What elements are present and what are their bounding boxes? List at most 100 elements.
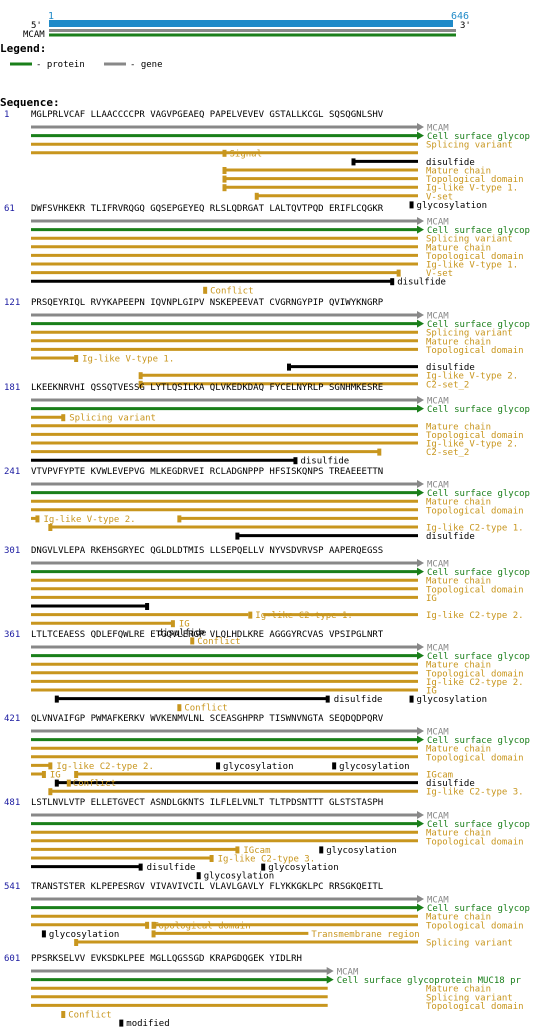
feature-label: Ig-like V-type 2. bbox=[426, 440, 518, 450]
feature-label: disulfide bbox=[147, 863, 196, 873]
legend-heading: Legend: bbox=[0, 42, 47, 55]
feature-end-mark bbox=[35, 515, 40, 523]
overview-start-label: 1 bbox=[48, 11, 54, 22]
feature-start-mark bbox=[351, 158, 356, 166]
feature-label: Splicing variant bbox=[69, 414, 156, 424]
marker-label: modified bbox=[126, 1019, 169, 1028]
feature-label: Mature chain bbox=[426, 745, 491, 755]
sequence-position-number: 1 bbox=[4, 110, 9, 120]
feature-start-mark bbox=[54, 779, 59, 787]
feature-label: Topological domain bbox=[426, 585, 524, 595]
feature-label: Mature chain bbox=[426, 337, 491, 347]
sequence-position-number: 61 bbox=[4, 204, 15, 214]
marker-square[interactable] bbox=[177, 704, 182, 712]
sequence-position-number: 541 bbox=[4, 882, 20, 892]
marker-square[interactable] bbox=[319, 846, 324, 854]
feature-label: Mature chain bbox=[426, 913, 491, 923]
feature-start-mark bbox=[138, 372, 143, 380]
marker-square[interactable] bbox=[203, 286, 208, 294]
feature-label: V-set bbox=[426, 269, 453, 279]
feature-end-mark bbox=[377, 448, 382, 456]
track-arrow-icon bbox=[417, 404, 424, 413]
feature-start-mark bbox=[222, 184, 227, 192]
gene-label: MCAM bbox=[427, 644, 449, 654]
feature-label: IGcam bbox=[243, 846, 270, 856]
feature-start-mark bbox=[254, 192, 259, 200]
feature-start-mark bbox=[74, 939, 79, 946]
feature-label: Splicing variant bbox=[426, 939, 513, 949]
feature-start-mark bbox=[222, 175, 227, 183]
feature-label: Mature chain bbox=[426, 167, 491, 177]
marker-square[interactable] bbox=[66, 779, 71, 787]
feature-label: Ig-like V-type 1. bbox=[82, 355, 174, 365]
feature-label: Topological domain bbox=[426, 837, 524, 847]
protein-label: Cell surface glycop bbox=[427, 489, 530, 499]
track-arrow-icon bbox=[417, 396, 424, 404]
feature-label: Mature chain bbox=[426, 829, 491, 839]
feature-start-mark bbox=[151, 930, 156, 938]
marker-label: glycosylation bbox=[417, 201, 487, 211]
sequence-residues: LSTLNVLVTP ELLETGVECT ASNDLGKNTS ILFLELV… bbox=[31, 798, 383, 808]
legend-gene-label: - gene bbox=[130, 60, 163, 70]
feature-end-mark bbox=[145, 921, 150, 929]
feature-label: Ig-like C2-type 3. bbox=[426, 788, 524, 798]
marker-square[interactable] bbox=[119, 1019, 124, 1027]
sequence-residues: LTLTCEAESS QDLEFQWLRE ETGQVLERGP VLQLHDL… bbox=[31, 630, 384, 640]
sequence-position-number: 481 bbox=[4, 798, 20, 808]
feature-label: Ig-like V-type 2. bbox=[43, 515, 135, 525]
bond-label: disulfide bbox=[158, 628, 207, 638]
track-arrow-icon bbox=[417, 123, 424, 131]
feature-end-mark bbox=[74, 355, 79, 362]
marker-square[interactable] bbox=[409, 201, 414, 209]
sequence-position-number: 361 bbox=[4, 630, 20, 640]
protein-label: Cell surface glycop bbox=[427, 820, 530, 830]
feature-label: V-set bbox=[426, 192, 453, 202]
overview-bar[interactable] bbox=[49, 20, 453, 27]
feature-label: Ig-like C2-type 3. bbox=[218, 855, 316, 865]
track-arrow-icon bbox=[417, 225, 424, 234]
track-arrow-icon bbox=[417, 903, 424, 912]
marker-label: glycosylation bbox=[326, 846, 396, 856]
feature-end-mark bbox=[325, 695, 330, 703]
bond-label: disulfide bbox=[397, 278, 446, 288]
track-arrow-icon bbox=[417, 643, 424, 651]
track-arrow-icon bbox=[417, 811, 424, 819]
marker-square[interactable] bbox=[216, 762, 221, 770]
track-arrow-icon bbox=[417, 488, 424, 497]
protein-label: Cell surface glycop bbox=[427, 568, 530, 578]
feature-label: C2-set_2 bbox=[426, 380, 469, 390]
feature-label: Topological domain bbox=[426, 252, 524, 262]
gene-label: MCAM bbox=[427, 481, 449, 491]
marker-label: glycosylation bbox=[339, 762, 409, 772]
marker-square[interactable] bbox=[190, 637, 195, 645]
marker-label: Conflict bbox=[68, 1011, 111, 1021]
marker-square[interactable] bbox=[409, 695, 414, 703]
gene-label: MCAM bbox=[337, 968, 359, 978]
marker-square[interactable] bbox=[61, 1011, 66, 1018]
feature-end-mark bbox=[235, 846, 240, 854]
feature-end-mark bbox=[390, 278, 395, 286]
feature-label: Topological domain bbox=[426, 669, 524, 679]
feature-label: IG bbox=[50, 771, 61, 781]
bond-label: disulfide bbox=[426, 363, 475, 373]
protein-label: Cell surface glycop bbox=[427, 226, 530, 236]
feature-end-mark bbox=[145, 603, 150, 610]
legend-protein-label: - protein bbox=[36, 60, 85, 70]
track-arrow-icon bbox=[417, 480, 424, 488]
feature-label: Splicing variant bbox=[426, 141, 513, 151]
marker-square[interactable] bbox=[196, 872, 201, 880]
bond-label: disulfide bbox=[426, 532, 475, 542]
protein-label: Cell surface glycop bbox=[427, 320, 530, 330]
feature-label: Mature chain bbox=[426, 243, 491, 253]
marker-square[interactable] bbox=[41, 930, 46, 938]
feature-start-mark bbox=[54, 695, 59, 703]
feature-end-mark bbox=[61, 414, 66, 422]
feature-label: disulfide bbox=[334, 695, 383, 705]
track-arrow-icon bbox=[417, 311, 424, 319]
feature-start-mark bbox=[248, 611, 253, 619]
marker-label: glycosylation bbox=[49, 930, 119, 940]
marker-square[interactable] bbox=[332, 762, 337, 770]
protein-label: Cell surface glycoprotein MUC18 pr bbox=[337, 976, 522, 986]
marker-square[interactable] bbox=[261, 863, 266, 871]
sequence-residues: QLVNVAIFGP PWMAFKERKV WVKENMVLNL SCEASGH… bbox=[31, 714, 384, 724]
